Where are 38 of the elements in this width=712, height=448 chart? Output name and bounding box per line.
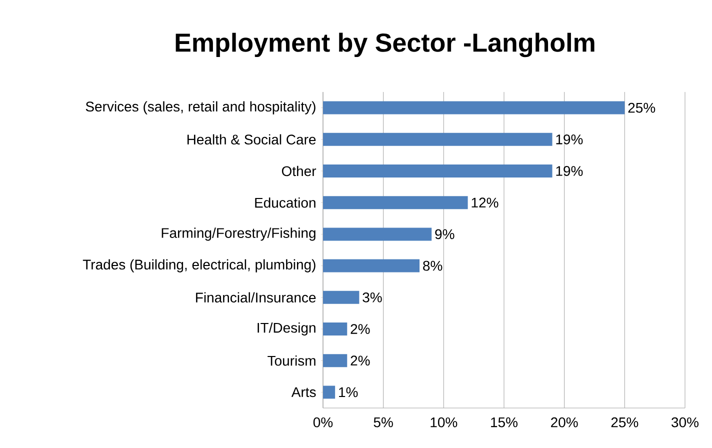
y-tick-label: Other bbox=[282, 166, 316, 176]
data-label: 3% bbox=[362, 292, 382, 302]
y-tick-label: Tourism bbox=[268, 355, 316, 366]
bar bbox=[323, 290, 360, 304]
x-tick-label: 20% bbox=[551, 417, 578, 428]
y-tick-label: Trades (Building, electrical, plumbing) bbox=[82, 259, 316, 272]
y-tick-label: Arts bbox=[291, 387, 316, 398]
x-tick-label: 25% bbox=[611, 417, 638, 428]
bar bbox=[323, 132, 552, 146]
bar bbox=[323, 196, 468, 210]
bar bbox=[323, 386, 336, 399]
data-label: 12% bbox=[472, 198, 498, 208]
bar bbox=[323, 101, 625, 114]
data-label: 1% bbox=[339, 387, 358, 398]
data-label: 19% bbox=[556, 134, 583, 144]
y-tick-label: IT/Design bbox=[258, 322, 316, 336]
chart-title: Employment by Sector -Langholm bbox=[176, 32, 594, 58]
data-label: 8% bbox=[423, 260, 442, 271]
data-label: 19% bbox=[556, 166, 583, 176]
x-tick-label: 10% bbox=[430, 417, 458, 428]
bar bbox=[323, 322, 348, 336]
y-tick-label: Farming/Forestry/Fishing bbox=[162, 228, 316, 241]
y-tick-label: Education bbox=[255, 197, 316, 208]
data-label: 9% bbox=[435, 229, 454, 240]
data-label: 25% bbox=[628, 102, 656, 113]
y-tick-label: Services (sales, retail and hospitality) bbox=[86, 101, 316, 114]
x-tick-label: 15% bbox=[491, 417, 518, 428]
bar bbox=[323, 164, 552, 178]
y-tick-label: Financial/Insurance bbox=[196, 292, 316, 303]
x-tick-label: 0% bbox=[313, 417, 333, 428]
data-label: 2% bbox=[350, 324, 370, 334]
y-tick-label: Health & Social Care bbox=[187, 134, 316, 145]
x-tick-label: 30% bbox=[672, 417, 698, 428]
x-tick-label: 5% bbox=[374, 417, 393, 428]
bar bbox=[323, 259, 420, 272]
bar bbox=[323, 354, 348, 368]
bar bbox=[323, 228, 432, 241]
data-label: 2% bbox=[350, 356, 370, 366]
